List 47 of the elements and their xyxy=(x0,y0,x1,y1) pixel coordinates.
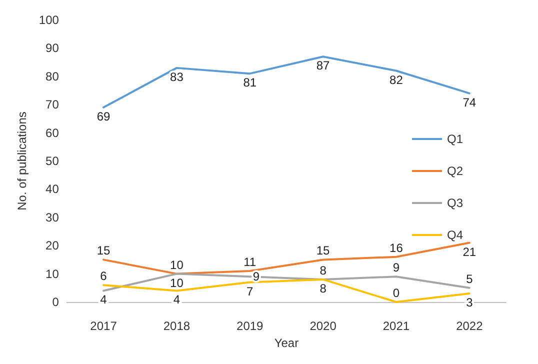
data-label: 7 xyxy=(246,284,254,298)
y-tick-label: 100 xyxy=(38,13,60,27)
x-axis-title: Year xyxy=(274,336,299,350)
y-tick-label: 30 xyxy=(46,210,60,224)
data-label: 4 xyxy=(173,292,180,307)
data-label: 11 xyxy=(244,254,256,269)
data-label: 83 xyxy=(170,70,184,84)
y-tick-label: 70 xyxy=(46,98,60,112)
data-label: 9 xyxy=(252,270,260,284)
x-tick-label: 2017 xyxy=(90,319,118,333)
data-label: 74 xyxy=(462,95,476,110)
x-tick-label: 2021 xyxy=(382,319,410,333)
y-tick-label: 0 xyxy=(52,295,60,309)
y-tick-label: 80 xyxy=(46,69,60,84)
y-tick-label: 20 xyxy=(46,238,60,253)
data-label: 81 xyxy=(243,76,257,90)
data-label: 8 xyxy=(320,263,327,278)
legend-label: Q4 xyxy=(446,228,464,242)
x-tick-label: 2018 xyxy=(163,319,190,333)
data-label: 15 xyxy=(316,244,330,258)
x-tick-label: 2019 xyxy=(236,319,264,333)
data-label: 16 xyxy=(390,240,404,255)
data-label: 9 xyxy=(392,260,400,275)
y-tick-label: 10 xyxy=(46,266,60,281)
legend-label: Q3 xyxy=(446,196,464,210)
y-tick-label: 60 xyxy=(46,126,60,140)
data-label: 4 xyxy=(100,292,108,307)
data-label: 82 xyxy=(390,72,404,87)
y-tick-label: 40 xyxy=(46,182,60,196)
data-label: 10 xyxy=(170,258,184,272)
data-label: 69 xyxy=(96,109,111,124)
data-label: 3 xyxy=(466,296,474,310)
legend-label: Q2 xyxy=(446,164,464,178)
data-label: 15 xyxy=(96,244,111,258)
data-label: 6 xyxy=(100,269,108,284)
legend-label: Q1 xyxy=(446,132,464,146)
y-axis-title: No. of publications xyxy=(15,112,29,210)
data-label: 5 xyxy=(466,272,474,286)
data-label: 21 xyxy=(462,244,476,259)
data-label: 10 xyxy=(170,276,184,290)
y-tick-label: 90 xyxy=(46,41,60,56)
data-label: 8 xyxy=(320,281,327,296)
data-label: 87 xyxy=(316,58,330,73)
x-tick-label: 2022 xyxy=(456,319,484,333)
x-tick-label: 2020 xyxy=(310,319,337,333)
y-tick-label: 50 xyxy=(46,154,60,168)
data-label: 0 xyxy=(392,286,400,300)
